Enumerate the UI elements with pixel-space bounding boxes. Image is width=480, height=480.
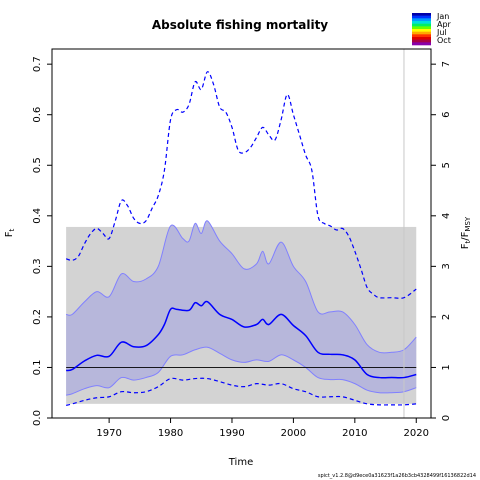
legend-color-swatch xyxy=(412,18,431,22)
x-tick-label: 1970 xyxy=(96,428,121,439)
y-tick-label-right: 4 xyxy=(441,213,452,219)
legend-color-swatch xyxy=(412,26,431,30)
y-axis-label-right: Ft/FMSY xyxy=(460,216,472,249)
y-tick-label-left: 0.3 xyxy=(32,258,43,274)
legend-label: Jul xyxy=(436,28,447,37)
x-tick-label: 2020 xyxy=(404,428,429,439)
version-footnote: spict_v1.2.8@d9ece0a31623f1a26b3cb432849… xyxy=(318,473,476,479)
legend-color-swatch xyxy=(412,15,431,19)
y-tick-label-left: 0.0 xyxy=(32,410,43,426)
x-tick-label: 2000 xyxy=(281,428,306,439)
y-tick-label-right: 5 xyxy=(441,162,452,168)
lower-dashed-line xyxy=(65,377,417,406)
legend-color-swatch xyxy=(412,21,431,24)
legend-color-swatch xyxy=(412,31,431,35)
x-tick-label: 1980 xyxy=(158,428,183,439)
legend-label: Oct xyxy=(437,36,451,45)
legend-color-swatch xyxy=(412,37,431,40)
plot-area xyxy=(65,49,417,418)
y-tick-label-left: 0.6 xyxy=(32,107,43,123)
legend-color-swatch xyxy=(412,39,431,43)
legend-color-swatch xyxy=(412,42,431,46)
y-tick-label-right: 6 xyxy=(441,112,452,118)
y-tick-label-left: 0.4 xyxy=(32,208,43,224)
legend-label: Jan xyxy=(436,12,449,21)
confidence-band-lower-edge xyxy=(66,346,417,396)
x-axis-label: Time xyxy=(228,457,253,468)
legend-color-swatch xyxy=(412,34,431,38)
chart-title: Absolute fishing mortality xyxy=(152,18,328,32)
y-tick-label-right: 1 xyxy=(441,364,452,370)
y-tick-label-left: 0.1 xyxy=(32,359,43,375)
plot-frame xyxy=(51,48,432,419)
legend-color-swatch xyxy=(412,13,431,16)
y-tick-label-left: 0.2 xyxy=(32,309,43,325)
median-line xyxy=(66,300,417,379)
y-tick-label-right: 2 xyxy=(441,314,452,320)
y-tick-label-right: 7 xyxy=(441,61,452,67)
upper-dashed-line xyxy=(65,71,417,299)
x-tick-label: 1990 xyxy=(219,428,244,439)
confidence-band-upper-edge xyxy=(66,220,417,354)
y-axis-label-left: Ft xyxy=(4,228,16,237)
legend-color-swatch xyxy=(412,23,431,27)
legend-label: Apr xyxy=(437,20,452,29)
legend-color-swatch xyxy=(412,29,431,32)
y-tick-label-right: 3 xyxy=(441,263,452,269)
y-tick-label-left: 0.7 xyxy=(32,56,43,72)
y-tick-label-left: 0.5 xyxy=(32,157,43,173)
y-tick-label-right: 0 xyxy=(441,415,452,421)
x-tick-label: 2010 xyxy=(342,428,367,439)
confidence-band xyxy=(66,220,417,396)
axes: 1970 1980 1990 2000 2010 2020 0.0 0.1 0.2 0.3 0.4 0… xyxy=(32,48,452,439)
